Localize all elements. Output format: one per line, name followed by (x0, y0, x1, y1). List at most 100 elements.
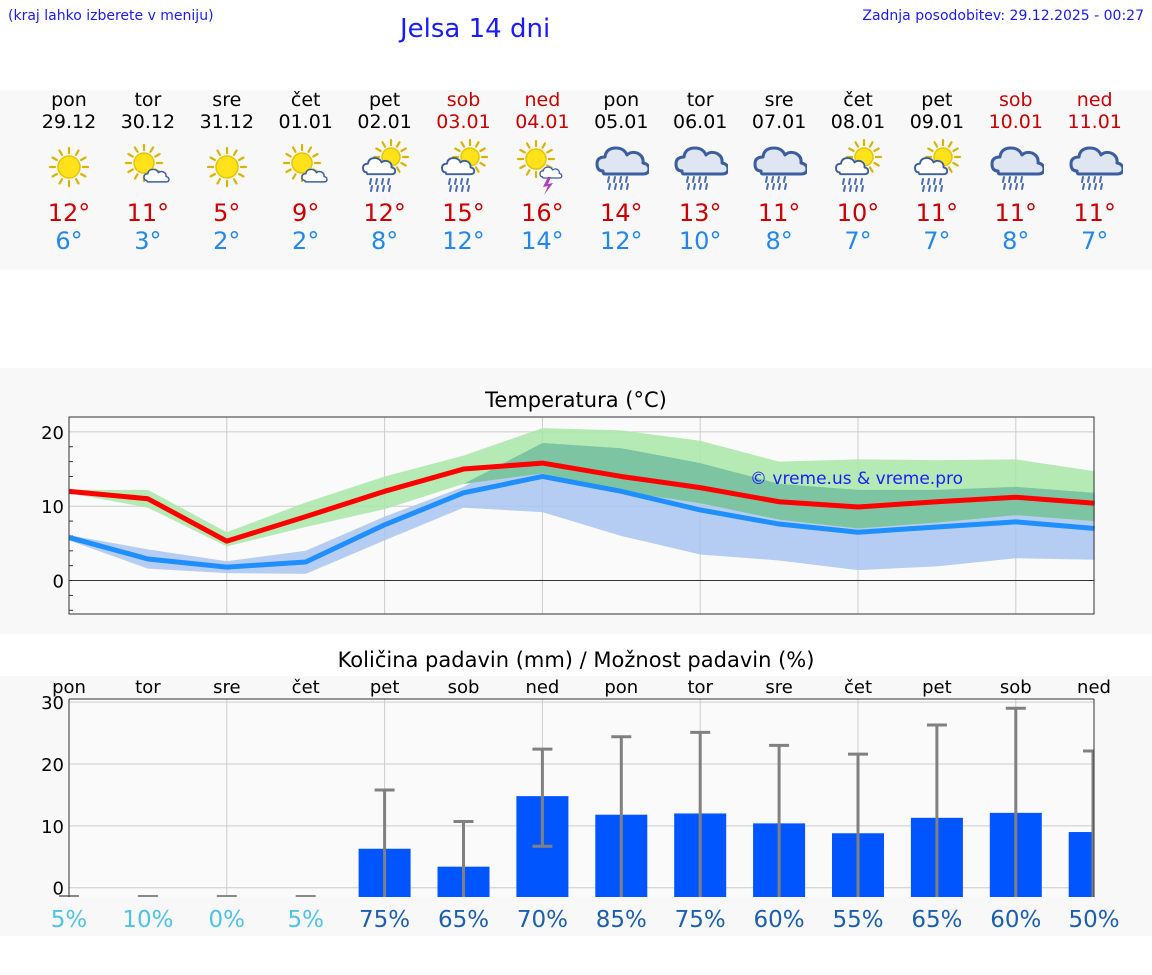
day-name: pon (51, 89, 87, 111)
day-date: 10.01 (988, 111, 1043, 133)
day-name: pet (368, 89, 401, 111)
day-name: pet (921, 89, 953, 111)
day-name: sre (212, 89, 242, 111)
temp-min: 8° (1002, 227, 1030, 255)
page-title: Jelsa 14 dni (400, 14, 551, 44)
category-label: ned (525, 677, 559, 698)
precip-bar (1068, 832, 1094, 897)
y-tick-label: 30 (41, 693, 64, 714)
temp-min: 10° (678, 227, 722, 255)
last-updated: Zadnja posodobitev: 29.12.2025 - 00:27 (862, 8, 1144, 24)
temp-min: 7° (923, 227, 951, 255)
category-label: sre (765, 677, 792, 698)
day-date: 01.01 (278, 111, 333, 133)
y-tick-label: 10 (41, 497, 64, 518)
precip-chance: 50% (1068, 907, 1119, 933)
max-temp-line (68, 460, 1095, 544)
temp-min: 7° (844, 227, 872, 255)
min-temp-line (68, 473, 1095, 570)
day-date: 11.01 (1067, 111, 1122, 133)
temp-min: 8° (370, 227, 399, 255)
temp-max: 11° (915, 199, 959, 227)
forecast-day: ned 04.01 16° 14° (504, 89, 580, 255)
y-tick-label: 10 (41, 817, 64, 838)
temperature-chart: 0 10 20 © vreme.us & vreme.pro (41, 416, 1095, 615)
sun-cloud-rain-icon (835, 139, 883, 192)
precip-chance: 10% (122, 907, 173, 933)
category-label: čet (292, 677, 320, 698)
sun-cloud-rain-icon (913, 139, 961, 192)
day-name: ned (524, 89, 561, 111)
temp-max: 13° (678, 199, 722, 227)
temp-min: 12° (442, 227, 485, 255)
temp-max: 14° (600, 199, 643, 227)
precip-chance: 0% (209, 907, 246, 933)
temp-min: 3° (134, 227, 162, 255)
precip-chart-title: Količina padavin (mm) / Možnost padavin … (337, 648, 815, 672)
forecast-day: sob 03.01 15° 12° (426, 89, 502, 255)
sun-cloud-rain-icon (361, 139, 409, 192)
temp-chart-title: Temperatura (°C) (485, 388, 667, 412)
forecast-day: pet 09.01 11° 7° (899, 89, 975, 255)
temp-max: 11° (994, 199, 1038, 227)
day-date: 03.01 (436, 111, 491, 133)
forecast-day: sre 07.01 11° 8° (741, 89, 817, 255)
temp-max: 12° (47, 199, 91, 227)
precip-chance: 60% (754, 907, 805, 933)
sun-icon (206, 146, 247, 188)
temp-max: 16° (521, 199, 564, 227)
forecast-day: sre 31.12 5° 2° (189, 89, 265, 255)
range-overlap-band (69, 443, 1095, 547)
forecast-day: ned 11.01 11° 7° (1057, 89, 1133, 255)
day-date: 30.12 (120, 111, 176, 133)
day-date: 08.01 (830, 111, 886, 133)
temp-min: 8° (765, 227, 793, 255)
day-name: tor (686, 89, 714, 111)
forecast-day: pet 02.01 12° 8° (347, 89, 423, 255)
temp-max: 15° (442, 199, 485, 227)
forecast-day: čet 01.01 9° 2° (268, 89, 344, 255)
plot-frame (68, 416, 1095, 615)
temp-min: 2° (292, 227, 320, 255)
precip-chance: 75% (675, 907, 726, 933)
precip-chance: 75% (359, 907, 410, 933)
y-tick-label: 0 (53, 879, 64, 900)
category-label: pon (604, 677, 638, 698)
temp-max: 11° (757, 199, 801, 227)
precip-chance: 65% (911, 907, 962, 933)
sun-cloud-icon (124, 143, 170, 183)
cloud-rain-icon (1069, 146, 1123, 190)
day-name: čet (843, 89, 873, 111)
sun-cloud-icon (282, 143, 328, 183)
day-date: 02.01 (357, 111, 412, 133)
forecast-day: tor 06.01 13° 10° (662, 89, 738, 255)
temp-max: 11° (126, 199, 170, 227)
forecast-day: pon 05.01 14° 12° (583, 89, 659, 255)
precip-chance: 65% (438, 907, 489, 933)
day-date: 29.12 (41, 111, 97, 133)
location-hint[interactable]: (kraj lahko izberete v meniju) (8, 8, 214, 24)
day-name: sob (999, 89, 1033, 111)
forecast-day: sob 10.01 11° 8° (978, 89, 1054, 255)
cloud-rain-icon (674, 146, 729, 190)
day-date: 04.01 (515, 111, 570, 133)
watermark: © vreme.us & vreme.pro (750, 469, 963, 489)
day-name: tor (134, 89, 162, 111)
category-label: pet (370, 677, 400, 698)
temp-min: 7° (1081, 227, 1109, 255)
temp-min: 6° (55, 227, 83, 255)
y-tick-label: 0 (53, 572, 64, 593)
precip-chance: 5% (287, 907, 324, 933)
temp-min: 12° (600, 227, 643, 255)
y-tick-label: 20 (41, 423, 64, 444)
temp-max: 9° (292, 199, 320, 227)
temp-max: 11° (1073, 199, 1116, 227)
precip-chance: 55% (832, 907, 883, 933)
day-name: sre (764, 89, 794, 111)
forecast-band (0, 90, 1152, 270)
forecast-day: tor 30.12 11° 3° (110, 89, 186, 255)
temp-max: 5° (213, 199, 241, 227)
forecast-day: pon 29.12 12° 6° (31, 89, 107, 255)
day-name: ned (1076, 89, 1113, 111)
sun-storm-icon (517, 139, 563, 195)
